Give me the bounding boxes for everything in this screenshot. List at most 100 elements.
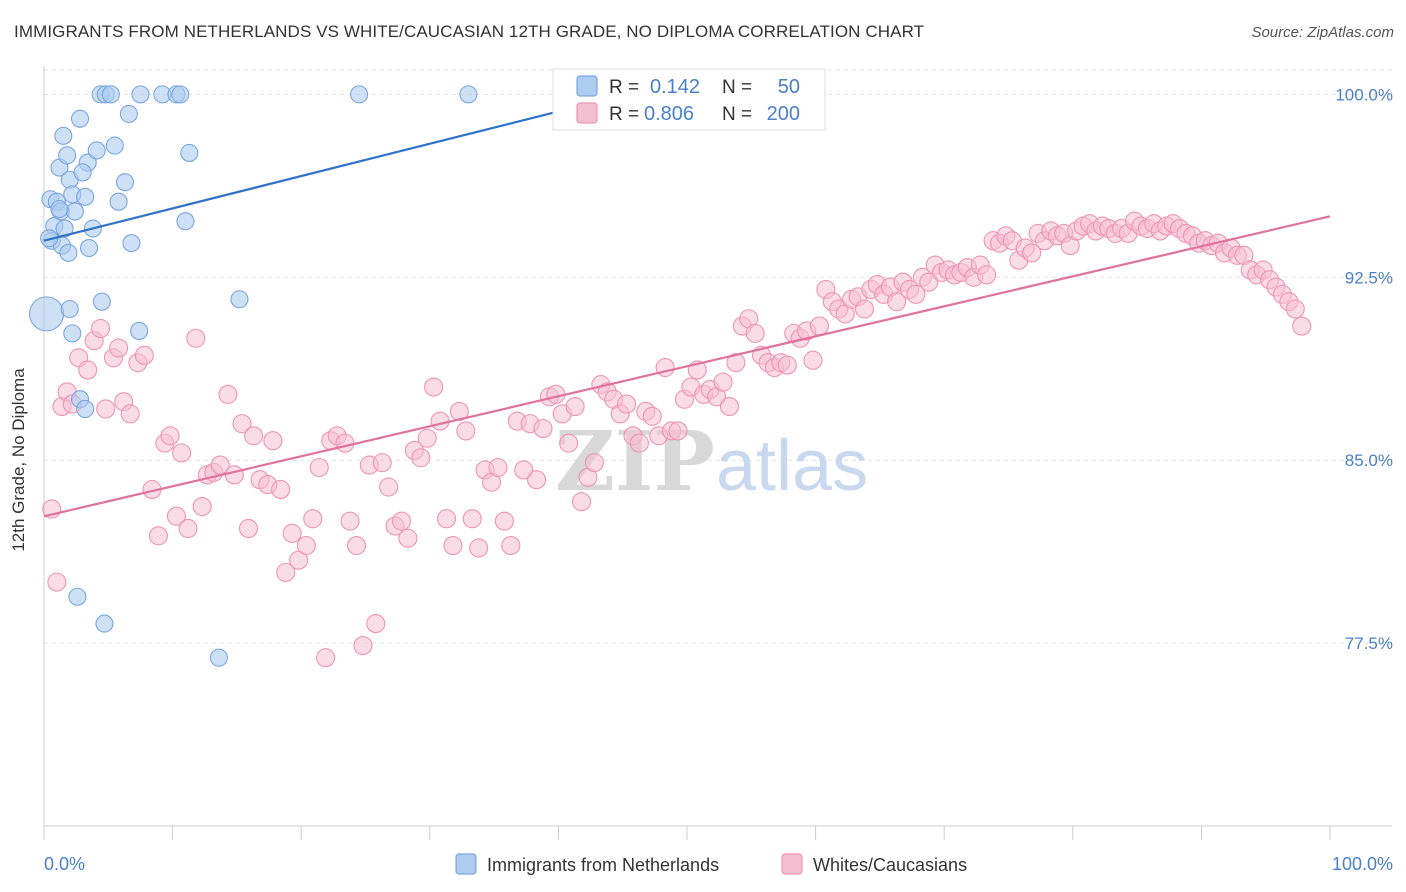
trendline-netherlands	[43, 110, 559, 242]
point-whites-42	[309, 457, 329, 478]
series-netherlands-points	[29, 85, 478, 667]
point-whites-19	[160, 426, 180, 446]
point-netherlands-38	[230, 290, 249, 309]
stats-legend-frame	[552, 68, 826, 131]
stats-r-label-1: R =	[609, 77, 639, 98]
series-legend: Immigrants from Netherlands Whites/Cauca…	[455, 853, 967, 875]
axes	[43, 66, 1392, 840]
point-whites-47	[340, 511, 360, 531]
point-whites-58	[411, 448, 431, 468]
stats-swatch-whites	[576, 102, 598, 124]
point-whites-60	[424, 377, 444, 397]
stats-n-label-1: N =	[722, 77, 752, 98]
point-whites-153	[1022, 243, 1042, 263]
point-whites-37	[276, 562, 296, 582]
point-whites-92	[629, 433, 649, 453]
watermark-atlas: atlas	[716, 426, 868, 506]
point-whites-52	[372, 453, 392, 473]
point-netherlands-27	[122, 234, 141, 253]
point-netherlands-31	[171, 85, 190, 104]
point-whites-49	[353, 635, 373, 656]
point-whites-32	[244, 426, 264, 446]
point-whites-11	[109, 338, 129, 358]
point-whites-72	[501, 535, 521, 556]
legend-swatch-whites	[781, 853, 803, 875]
point-netherlands-9	[65, 202, 84, 221]
series-whites-points	[42, 211, 1312, 668]
point-whites-8	[91, 318, 111, 339]
point-whites-65	[456, 421, 476, 441]
point-whites-6	[78, 360, 98, 380]
point-whites-66	[462, 509, 482, 529]
point-netherlands-44	[95, 614, 114, 633]
point-whites-82	[565, 396, 585, 417]
point-whites-43	[316, 648, 336, 668]
point-whites-13	[120, 404, 140, 424]
y-tick-label-2: 92.5%	[1345, 268, 1393, 287]
point-netherlands-14	[70, 109, 90, 128]
point-whites-29	[224, 465, 244, 485]
point-netherlands-16	[87, 141, 106, 160]
point-netherlands-37	[130, 321, 149, 340]
point-whites-35	[263, 431, 283, 451]
point-whites-146	[977, 265, 997, 285]
y-tick-label-0: 77.5%	[1345, 634, 1393, 653]
point-whites-53	[379, 477, 399, 497]
point-netherlands-32	[176, 212, 195, 231]
y-tick-labels: 77.5% 85.0% 92.5% 100.0%	[1335, 85, 1393, 653]
y-tick-label-3: 100.0%	[1335, 85, 1393, 104]
point-whites-137	[919, 272, 939, 292]
point-whites-1	[47, 572, 67, 592]
stats-n-value-2: 200	[767, 103, 800, 125]
point-netherlands-40	[459, 85, 478, 104]
x-tick-label-max: 100.0%	[1332, 854, 1393, 874]
grid-lines	[44, 69, 1392, 644]
point-whites-23	[186, 328, 206, 348]
point-whites-15	[134, 345, 154, 365]
stats-legend: R = 0.142 N = 50 R = 0.806 N = 200	[552, 68, 826, 131]
point-whites-76	[526, 470, 547, 490]
point-whites-55	[391, 511, 412, 531]
point-whites-40	[296, 535, 316, 556]
point-whites-36	[271, 479, 291, 500]
point-whites-132	[887, 292, 907, 312]
point-whites-98	[668, 421, 688, 441]
point-whites-56	[398, 528, 418, 548]
point-whites-71	[494, 511, 514, 531]
point-netherlands-26	[119, 104, 138, 123]
point-whites-20	[166, 506, 187, 526]
point-whites-194	[1285, 299, 1305, 319]
point-whites-62	[436, 509, 457, 529]
point-whites-24	[192, 496, 212, 517]
stats-r-label-2: R =	[609, 104, 639, 125]
point-netherlands-49	[59, 243, 78, 262]
point-whites-17	[148, 526, 169, 546]
point-whites-9	[96, 399, 116, 419]
point-whites-21	[172, 443, 192, 463]
point-netherlands-39	[350, 85, 369, 104]
stats-n-label-2: N =	[722, 104, 752, 125]
point-whites-110	[745, 323, 765, 343]
point-whites-46	[335, 433, 355, 453]
point-whites-30	[232, 414, 252, 434]
point-whites-90	[617, 394, 637, 414]
point-whites-105	[713, 372, 733, 392]
stats-r-value-2: 0.806	[644, 103, 694, 125]
point-whites-22	[178, 518, 198, 539]
point-whites-127	[854, 299, 875, 319]
chart-title: IMMIGRANTS FROM NETHERLANDS VS WHITE/CAU…	[14, 22, 925, 41]
point-netherlands-28	[131, 85, 150, 104]
point-whites-51	[366, 614, 386, 634]
stats-swatch-netherlands	[576, 75, 598, 97]
point-netherlands-35	[63, 324, 82, 343]
trendline-whites	[43, 215, 1331, 518]
point-whites-94	[642, 406, 662, 426]
point-netherlands-3	[58, 146, 77, 165]
point-whites-48	[346, 535, 367, 556]
point-whites-63	[443, 535, 463, 556]
point-netherlands-46	[50, 199, 69, 219]
point-whites-119	[803, 350, 823, 370]
point-whites-106	[719, 396, 739, 417]
point-netherlands-17	[76, 187, 95, 206]
